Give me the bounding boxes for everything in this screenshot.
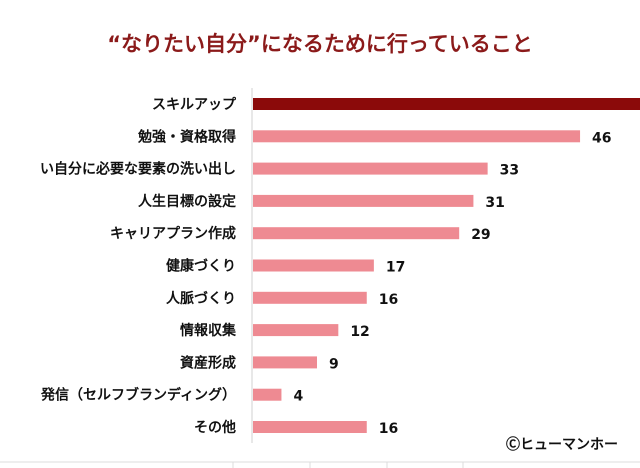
- data-label: 31: [485, 195, 504, 211]
- bar: [253, 98, 640, 110]
- bar: [253, 162, 488, 175]
- data-label: 33: [500, 163, 519, 179]
- data-label: 29: [471, 227, 490, 243]
- category-label: 人生目標の設定: [138, 193, 236, 210]
- category-label: その他: [194, 419, 236, 436]
- bar: [253, 356, 317, 369]
- bar: [253, 194, 474, 207]
- category-label: 資産形成: [180, 354, 236, 371]
- data-label: 16: [379, 292, 398, 308]
- bar: [253, 291, 367, 304]
- category-label: 健康づくり: [166, 258, 236, 275]
- data-label: 46: [592, 130, 611, 146]
- bar: [253, 227, 460, 240]
- bar: [253, 130, 581, 143]
- bar: [253, 259, 374, 272]
- category-label: 勉強・資格取得: [137, 128, 236, 145]
- category-label: スキルアップ: [152, 97, 237, 113]
- bar: [253, 421, 367, 433]
- data-label: 12: [350, 324, 369, 340]
- category-label: キャリアプラン作成: [110, 225, 236, 242]
- copyright-credit: Ⓒヒューマンホー: [506, 437, 618, 453]
- chart-title: “なりたい自分”になるために行っていること: [107, 32, 533, 56]
- data-label: 4: [293, 389, 303, 405]
- bar: [253, 388, 282, 401]
- data-label: 16: [379, 421, 398, 437]
- category-label: い自分に必要な要素の洗い出し: [40, 161, 236, 178]
- data-label: 17: [386, 260, 405, 276]
- category-label: 人脈づくり: [166, 290, 236, 307]
- data-label: 9: [329, 356, 339, 372]
- bar: [253, 324, 339, 337]
- category-label: 発信（セルフブランディング）: [40, 387, 236, 404]
- category-label: 情報収集: [180, 322, 237, 339]
